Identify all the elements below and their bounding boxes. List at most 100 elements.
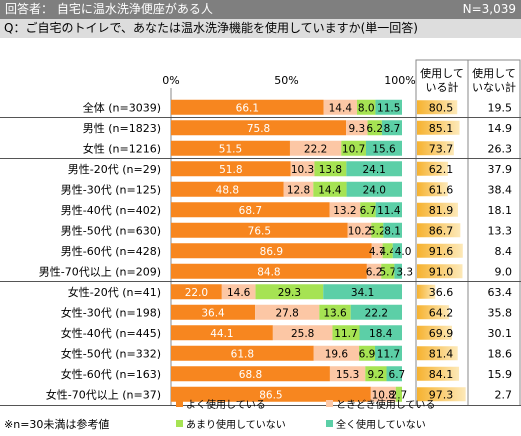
not-use-total-value: 63.4: [488, 286, 513, 299]
use-total-bar: [417, 387, 466, 402]
not-use-total-value: 18.6: [488, 347, 513, 360]
data-label: 6.2: [366, 266, 383, 278]
category-label: 男性-20代 (n=29): [68, 162, 161, 176]
bar-segment: [171, 345, 314, 361]
data-label: 9.3: [348, 123, 365, 135]
not-use-total-header: 使用していない計: [472, 67, 516, 94]
bar-segment: [329, 366, 366, 382]
question-bar: Q：ご自宅のトイレで、あなたは温水洗浄機能を使用していますか(単一回答): [0, 19, 521, 38]
bar-segment: [375, 99, 402, 115]
bar-segment: [356, 99, 376, 115]
category-label: 全体 (n=3039): [83, 100, 161, 114]
bar-segment: [319, 304, 351, 320]
bar-segment: [370, 386, 396, 402]
use-total-value: 80.5: [429, 101, 454, 114]
legend-label: ときどき使用している: [336, 398, 435, 411]
data-label: 68.8: [239, 369, 262, 381]
category-label: 女性-60代 (n=163): [61, 367, 161, 381]
not-use-total-value: 37.9: [488, 163, 513, 176]
not-use-total-value: 15.9: [488, 368, 513, 381]
data-label: 8.1: [384, 225, 401, 237]
data-label: 10.7: [342, 143, 365, 155]
data-label: 15.6: [372, 143, 396, 155]
bar-segment: [374, 345, 402, 361]
data-label: 22.2: [304, 143, 327, 155]
not-use-total-value: 35.8: [488, 306, 513, 319]
use-total-value: 84.1: [429, 368, 454, 381]
bar-segment: [383, 222, 402, 238]
bar-segment: [255, 304, 320, 320]
category-label: 女性 (n=1216): [83, 141, 161, 155]
sample-size: N=3,039: [462, 2, 516, 16]
data-label: 6.7: [360, 205, 377, 217]
data-label: 24.0: [363, 184, 386, 196]
bar-segment: [346, 181, 402, 197]
data-label: 8.0: [358, 102, 375, 114]
not-use-total-value: 19.5: [488, 101, 513, 114]
use-total-value: 64.2: [429, 306, 454, 319]
bar-segment: [171, 366, 330, 382]
bar-segment: [359, 345, 375, 361]
bar-segment: [290, 161, 315, 177]
bar-segment: [332, 325, 360, 341]
data-label: 76.5: [248, 225, 271, 237]
data-label: 11.5: [377, 102, 400, 114]
data-label: 10.3: [291, 164, 314, 176]
use-total-bar: [417, 223, 461, 238]
data-label: 3.3: [396, 266, 413, 278]
use-total-bar: [417, 202, 458, 217]
data-label: 75.8: [247, 123, 270, 135]
bar-segment: [382, 243, 393, 259]
data-label: 66.1: [236, 102, 259, 114]
bar-segment: [365, 366, 387, 382]
use-total-value: 86.7: [429, 224, 454, 237]
data-label: 4.0: [395, 246, 412, 258]
data-label: 19.6: [325, 348, 349, 360]
category-label: 男性-60代 (n=428): [61, 244, 161, 258]
legend-label: よく使用している: [186, 398, 266, 411]
data-label: 6.9: [359, 348, 376, 360]
data-label: 14.4: [329, 102, 353, 114]
category-label: 女性-30代 (n=198): [61, 305, 161, 319]
data-label: 86.9: [260, 246, 283, 258]
bar-segment: [313, 345, 360, 361]
use-total-value: 85.1: [429, 122, 454, 135]
data-label: 51.8: [219, 164, 242, 176]
data-label: 10.2: [348, 225, 371, 237]
use-total-value: 97.3: [429, 388, 454, 401]
use-total-value: 81.9: [429, 204, 454, 217]
bar-segment: [221, 284, 256, 300]
data-label: 22.0: [185, 287, 208, 299]
category-label: 女性-40代 (n=445): [61, 326, 161, 340]
not-use-total-value: 9.0: [495, 265, 513, 278]
bar-segment: [171, 140, 290, 156]
data-label: 48.8: [216, 184, 239, 196]
use-total-bar: [417, 325, 452, 340]
bar-segment: [171, 243, 372, 259]
category-label: 女性-20代 (n=41): [68, 285, 161, 299]
x-tick-label: 100%: [384, 74, 415, 87]
bar-segment: [392, 243, 402, 259]
bar-segment: [171, 222, 348, 238]
bar-segment: [375, 202, 402, 218]
bar-segment: [323, 99, 357, 115]
use-total-value: 73.7: [429, 142, 454, 155]
legend-label: 全く使用していない: [336, 418, 426, 431]
data-label: 44.1: [210, 328, 233, 340]
bar-segment: [283, 181, 314, 197]
x-tick-label: 0%: [162, 74, 179, 87]
use-total-value: 69.9: [429, 327, 454, 340]
use-total-bar: [417, 305, 450, 320]
category-label: 男性 (n=1823): [83, 121, 161, 135]
bar-segment: [171, 304, 256, 320]
data-label: 68.7: [239, 205, 262, 217]
data-label: 25.8: [291, 328, 314, 340]
bar-segment: [371, 243, 383, 259]
data-label: 18.4: [369, 328, 393, 340]
legend-swatch: [176, 420, 183, 427]
use-total-bar: [417, 161, 449, 176]
category-label: 女性-70代以上 (n=37): [46, 387, 161, 401]
bar-segment: [272, 325, 333, 341]
bar-segment: [289, 140, 342, 156]
